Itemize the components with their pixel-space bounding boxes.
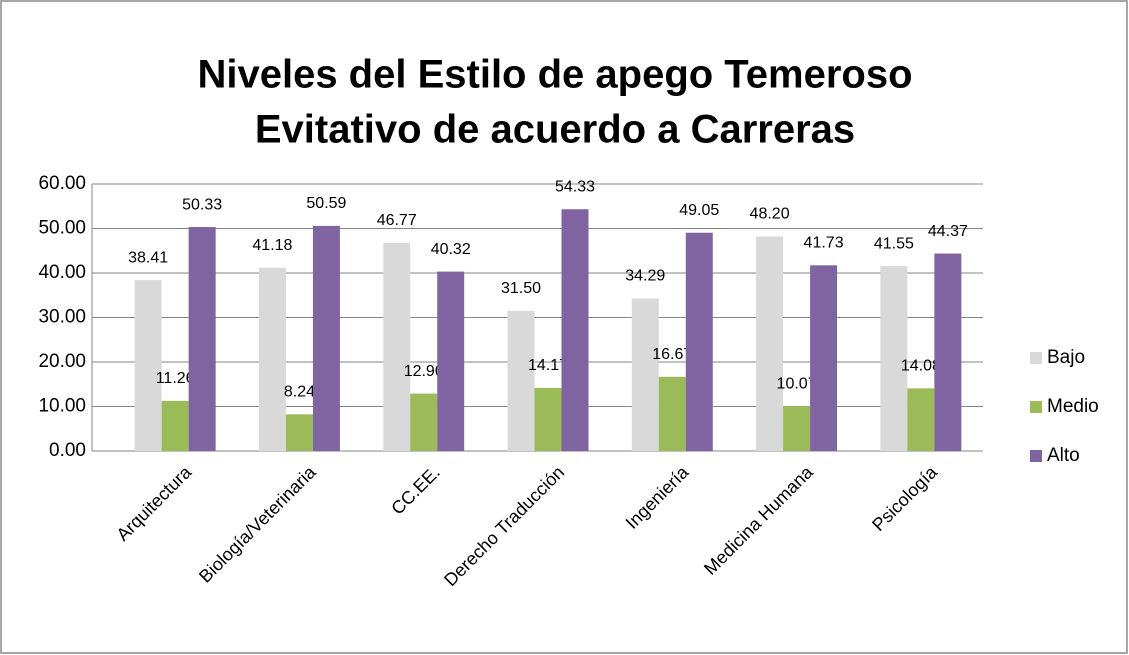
data-label: 41.55 (874, 235, 914, 252)
y-tick-label: 10.00 (38, 396, 86, 417)
data-label: 31.50 (501, 280, 541, 297)
data-label: 14.08 (901, 358, 941, 375)
y-tick-label: 40.00 (38, 262, 86, 283)
bar (383, 242, 411, 451)
y-tick-label: 30.00 (38, 307, 86, 328)
bar (312, 225, 340, 451)
bar (561, 209, 589, 451)
y-tick-label: 20.00 (38, 351, 86, 372)
bar (410, 393, 438, 451)
data-label: 40.32 (431, 241, 471, 258)
data-label: 10.07 (777, 375, 817, 392)
bar (285, 414, 313, 451)
bar (810, 265, 838, 451)
bar (258, 267, 286, 451)
bar (658, 376, 686, 451)
bar (534, 387, 562, 451)
bar (161, 400, 189, 451)
data-label: 48.20 (750, 206, 790, 223)
bar (783, 406, 811, 451)
data-label: 54.33 (555, 178, 595, 195)
data-label: 14.17 (528, 357, 568, 374)
data-label: 41.18 (252, 237, 292, 254)
chart-title: Evitativo de acuerdo a Carreras (255, 108, 855, 152)
bar (631, 298, 659, 451)
legend-swatch (1030, 401, 1042, 413)
bar (880, 266, 908, 451)
bar (934, 253, 962, 451)
data-label: 8.24 (284, 384, 315, 401)
y-tick-label: 60.00 (38, 173, 86, 194)
data-label: 44.37 (928, 223, 968, 240)
data-label: 38.41 (128, 249, 168, 266)
legend-swatch (1030, 352, 1042, 364)
bar (134, 280, 162, 451)
data-label: 50.59 (306, 195, 346, 212)
data-label: 11.26 (156, 370, 195, 387)
legend-label: Alto (1047, 445, 1080, 466)
bar (756, 236, 784, 451)
data-label: 34.29 (625, 268, 665, 285)
bar (437, 271, 465, 451)
legend-label: Medio (1047, 396, 1099, 417)
data-label: 46.77 (377, 212, 417, 229)
legend-swatch (1030, 450, 1042, 462)
bar (188, 227, 216, 451)
bar (507, 310, 535, 451)
y-tick-label: 0.00 (49, 440, 86, 461)
bar (907, 388, 935, 451)
data-label: 41.73 (804, 235, 844, 252)
data-label: 12.90 (404, 363, 444, 380)
data-label: 16.67 (652, 346, 692, 363)
data-label: 50.33 (182, 196, 222, 213)
chart-title: Niveles del Estilo de apego Temeroso (197, 53, 912, 97)
legend-label: Bajo (1047, 347, 1085, 368)
data-label: 49.05 (679, 202, 719, 219)
bar (685, 232, 713, 451)
y-tick-label: 50.00 (38, 218, 86, 239)
